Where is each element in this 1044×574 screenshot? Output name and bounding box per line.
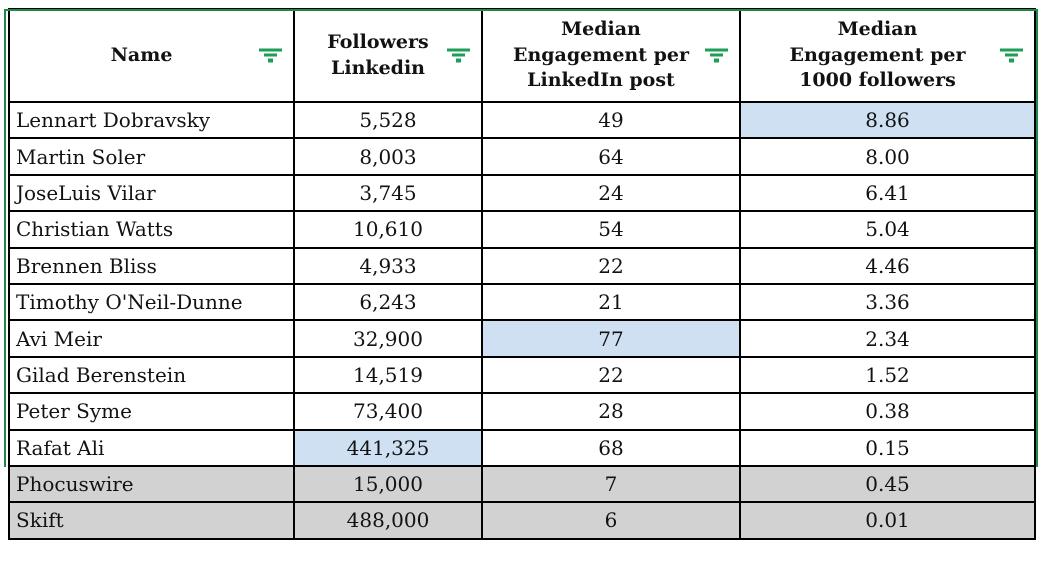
cell-engagement-per-1000-followers[interactable]: 8.86 [739, 100, 1036, 140]
table-row: Gilad Berenstein 14,519 22 1.52 [8, 355, 1036, 395]
cell-engagement-per-1000-followers[interactable]: 0.15 [739, 428, 1036, 467]
cell-engagement-per-post[interactable]: 64 [481, 137, 741, 176]
cell-engagement-per-1000-followers[interactable]: 3.36 [739, 282, 1036, 322]
column-header-label: Name [110, 43, 173, 66]
cell-name[interactable]: Peter Syme [8, 392, 295, 431]
cell-engagement-per-1000-followers[interactable]: 4.46 [739, 246, 1036, 285]
cell-name[interactable]: JoseLuis Vilar [8, 173, 295, 213]
header-row: Name Followers Linkedin Median Engagement pe… [8, 8, 1036, 103]
cell-followers[interactable]: 441,325 [293, 428, 483, 467]
table-row: Christian Watts 10,610 54 5.04 [8, 210, 1036, 249]
table-row: Timothy O'Neil-Dunne 6,243 21 3.36 [8, 282, 1036, 322]
spreadsheet-table-wrap: Name Followers Linkedin Median Engagement pe… [4, 8, 1038, 540]
cell-followers[interactable]: 3,745 [293, 173, 483, 213]
cell-name[interactable]: Brennen Bliss [8, 246, 295, 285]
cell-followers[interactable]: 6,243 [293, 282, 483, 322]
cell-engagement-per-post[interactable]: 77 [481, 319, 741, 358]
filter-icon[interactable] [705, 48, 728, 63]
cell-engagement-per-1000-followers[interactable]: 8.00 [739, 137, 1036, 176]
cell-followers[interactable]: 10,610 [293, 210, 483, 249]
cell-name[interactable]: Gilad Berenstein [8, 355, 295, 395]
table-row: Brennen Bliss 4,933 22 4.46 [8, 246, 1036, 285]
column-header-label: Linkedin [331, 56, 425, 79]
cell-name[interactable]: Christian Watts [8, 210, 295, 249]
column-header-label: Followers [327, 30, 429, 53]
table-row: Peter Syme 73,400 28 0.38 [8, 392, 1036, 431]
cell-engagement-per-1000-followers[interactable]: 0.45 [739, 464, 1036, 504]
cell-name[interactable]: Avi Meir [8, 319, 295, 358]
cell-engagement-per-1000-followers[interactable]: 0.38 [739, 392, 1036, 431]
cell-name[interactable]: Timothy O'Neil-Dunne [8, 282, 295, 322]
table-header: Name Followers Linkedin Median Engagement pe… [8, 8, 1036, 103]
cell-engagement-per-post[interactable]: 7 [481, 464, 741, 504]
filter-icon[interactable] [447, 48, 470, 63]
cell-engagement-per-1000-followers[interactable]: 0.01 [739, 501, 1036, 540]
column-header-label: Engagement per [512, 43, 690, 66]
cell-engagement-per-post[interactable]: 24 [481, 173, 741, 213]
table-row: Phocuswire 15,000 7 0.45 [8, 464, 1036, 504]
cell-engagement-per-1000-followers[interactable]: 1.52 [739, 355, 1036, 395]
table-row: Rafat Ali 441,325 68 0.15 [8, 428, 1036, 467]
column-header-label: LinkedIn post [527, 69, 675, 92]
cell-engagement-per-post[interactable]: 49 [481, 100, 741, 140]
cell-engagement-per-1000-followers[interactable]: 2.34 [739, 319, 1036, 358]
table-row: JoseLuis Vilar 3,745 24 6.41 [8, 173, 1036, 213]
cell-name[interactable]: Lennart Dobravsky [8, 100, 295, 140]
table-row: Avi Meir 32,900 77 2.34 [8, 319, 1036, 358]
cell-engagement-per-post[interactable]: 6 [481, 501, 741, 540]
column-header-label: 1000 followers [799, 69, 956, 92]
cell-followers[interactable]: 488,000 [293, 501, 483, 540]
cell-engagement-per-post[interactable]: 21 [481, 282, 741, 322]
cell-name[interactable]: Phocuswire [8, 464, 295, 504]
table-row: Lennart Dobravsky 5,528 49 8.86 [8, 100, 1036, 140]
cell-engagement-per-post[interactable]: 22 [481, 246, 741, 285]
cell-name[interactable]: Martin Soler [8, 137, 295, 176]
filter-icon[interactable] [259, 48, 282, 63]
cell-followers[interactable]: 8,003 [293, 137, 483, 176]
cell-followers[interactable]: 32,900 [293, 319, 483, 358]
cell-followers[interactable]: 5,528 [293, 100, 483, 140]
cell-name[interactable]: Rafat Ali [8, 428, 295, 467]
cell-engagement-per-1000-followers[interactable]: 5.04 [739, 210, 1036, 249]
column-header-label: Engagement per [789, 43, 966, 66]
cell-followers[interactable]: 15,000 [293, 464, 483, 504]
cell-engagement-per-post[interactable]: 28 [481, 392, 741, 431]
cell-engagement-per-post[interactable]: 68 [481, 428, 741, 467]
table-row: Skift 488,000 6 0.01 [8, 501, 1036, 540]
column-header-eng-1000[interactable]: Median Engagement per 1000 followers [739, 8, 1036, 103]
cell-name[interactable]: Skift [8, 501, 295, 540]
cell-engagement-per-1000-followers[interactable]: 6.41 [739, 173, 1036, 213]
column-header-name[interactable]: Name [8, 8, 295, 103]
cell-followers[interactable]: 4,933 [293, 246, 483, 285]
table-row: Martin Soler 8,003 64 8.00 [8, 137, 1036, 176]
cell-followers[interactable]: 73,400 [293, 392, 483, 431]
table-body: Lennart Dobravsky 5,528 49 8.86 Martin Soler… [8, 100, 1036, 540]
engagement-table: Name Followers Linkedin Median Engagement pe… [8, 8, 1036, 540]
filter-icon[interactable] [1000, 48, 1023, 63]
column-header-label: Median [837, 18, 918, 41]
cell-followers[interactable]: 14,519 [293, 355, 483, 395]
column-header-eng-post[interactable]: Median Engagement per LinkedIn post [481, 8, 741, 103]
cell-engagement-per-post[interactable]: 54 [481, 210, 741, 249]
column-header-followers[interactable]: Followers Linkedin [293, 8, 483, 103]
cell-engagement-per-post[interactable]: 22 [481, 355, 741, 395]
column-header-label: Median [561, 18, 641, 41]
